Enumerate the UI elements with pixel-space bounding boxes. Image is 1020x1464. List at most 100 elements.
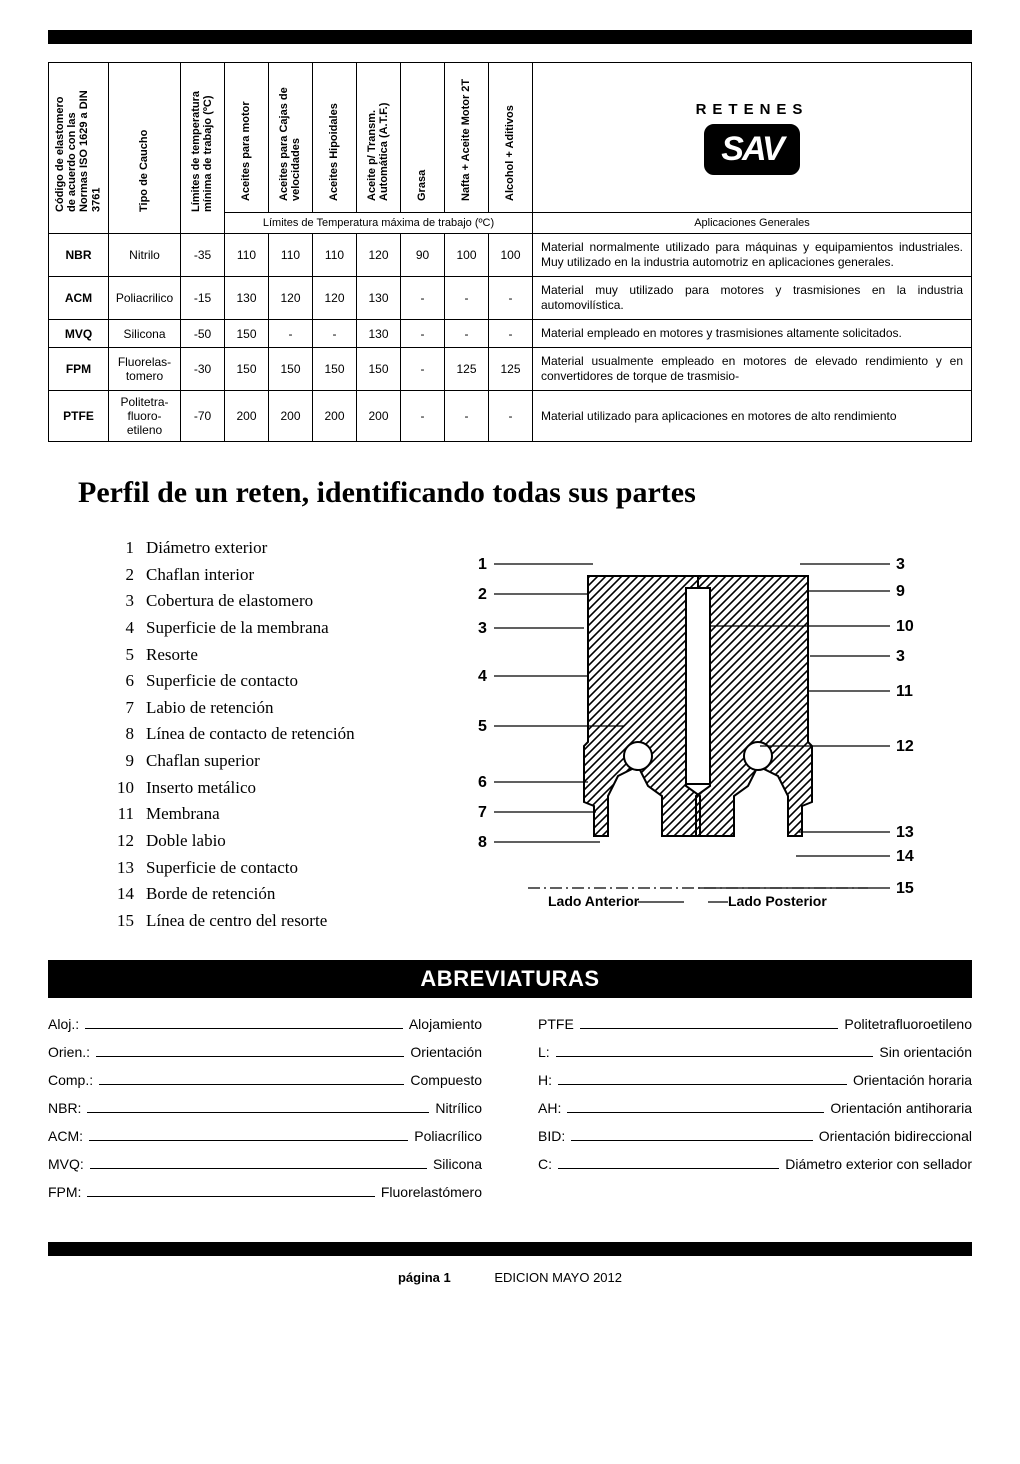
- diagram-num: 4: [478, 668, 487, 685]
- perfil-row: 1 Diámetro exterior 2Chaflan interior3Cobe…: [48, 536, 972, 936]
- perfil-item: 9Chaflan superior: [108, 749, 408, 774]
- cell-v3: 130: [357, 320, 401, 348]
- perfil-item: 5Resorte: [108, 643, 408, 668]
- abrev-line: [89, 1140, 408, 1141]
- perfil-text: Borde de retención: [146, 884, 275, 903]
- perfil-num: 2: [108, 563, 134, 588]
- abrev-row: PTFEPolitetrafluoroetileno: [538, 1016, 972, 1032]
- abrev-line: [96, 1056, 404, 1057]
- abrev-key: NBR:: [48, 1100, 81, 1116]
- cell-app: Material normalmente utilizado para máqu…: [533, 234, 972, 277]
- cell-v3: 150: [357, 348, 401, 391]
- footer: página 1 EDICION MAYO 2012: [48, 1270, 972, 1285]
- abrev-value: Diámetro exterior con sellador: [785, 1156, 972, 1172]
- brand-logo: SAV: [704, 124, 799, 175]
- abrev-value: Orientación: [410, 1044, 482, 1060]
- diagram-num: 3: [896, 648, 905, 665]
- abrev-key: MVQ:: [48, 1156, 84, 1172]
- perfil-text: Superficie de la membrana: [146, 618, 329, 637]
- perfil-item: 10Inserto metálico: [108, 776, 408, 801]
- diagram-num: 9: [896, 583, 905, 600]
- cell-v0: 130: [225, 277, 269, 320]
- cell-v5: -: [445, 391, 489, 442]
- perfil-item: 2Chaflan interior: [108, 563, 408, 588]
- perfil-item: 14 Borde de retención: [108, 882, 408, 907]
- perfil-text: Labio de retención: [146, 698, 273, 717]
- perfil-item: 3Cobertura de elastomero: [108, 589, 408, 614]
- perfil-num: 15: [108, 909, 134, 934]
- cell-v4: 90: [401, 234, 445, 277]
- abrev-key: Aloj.:: [48, 1016, 79, 1032]
- perfil-text: Resorte: [146, 645, 198, 664]
- abrev-row: C:Diámetro exterior con sellador: [538, 1156, 972, 1172]
- seal-diagram-svg: 12345678 391031112131415 Lado Anterior L…: [438, 536, 918, 926]
- cell-v2: 110: [313, 234, 357, 277]
- abrev-line: [85, 1028, 403, 1029]
- cell-v4: -: [401, 277, 445, 320]
- cell-min: -50: [181, 320, 225, 348]
- perfil-num: 6: [108, 669, 134, 694]
- cell-min: -30: [181, 348, 225, 391]
- cell-v6: -: [489, 277, 533, 320]
- diagram-num: 8: [478, 834, 487, 851]
- abrev-key: AH:: [538, 1100, 561, 1116]
- perfil-num: 3: [108, 589, 134, 614]
- cell-v2: 150: [313, 348, 357, 391]
- table-row: PTFEPolitetra-fluoro-etileno-70200200200…: [49, 391, 972, 442]
- cell-min: -70: [181, 391, 225, 442]
- abrev-row: H:Orientación horaria: [538, 1072, 972, 1088]
- abrev-key: FPM:: [48, 1184, 81, 1200]
- materials-table: Código de elastomero de acuerdo con las …: [48, 62, 972, 442]
- cell-v1: 120: [269, 277, 313, 320]
- cell-v5: 125: [445, 348, 489, 391]
- perfil-item: 4Superficie de la membrana: [108, 616, 408, 641]
- cell-v4: -: [401, 320, 445, 348]
- abrev-line: [571, 1140, 812, 1141]
- cell-v0: 150: [225, 348, 269, 391]
- perfil-text: Diámetro exterior: [146, 538, 267, 557]
- abrev-value: Orientación bidireccional: [819, 1128, 972, 1144]
- cell-v3: 130: [357, 277, 401, 320]
- abrev-value: Alojamiento: [409, 1016, 482, 1032]
- perfil-num: 14: [108, 882, 134, 907]
- perfil-num: 7: [108, 696, 134, 721]
- perfil-list: 1 Diámetro exterior 2Chaflan interior3Cobe…: [48, 536, 408, 936]
- cell-caucho: Poliacrilico: [109, 277, 181, 320]
- abrev-value: Orientación antihoraria: [830, 1100, 972, 1116]
- cell-v6: 125: [489, 348, 533, 391]
- abrev-row: BID:Orientación bidireccional: [538, 1128, 972, 1144]
- th-c6: Nafta + Aceite Motor 2T: [445, 63, 489, 213]
- abrev-line: [90, 1168, 427, 1169]
- th-c2: Aceites para Cajas de velocidades: [269, 63, 313, 213]
- table-row: FPMFluorelas-tomero-30150150150150-12512…: [49, 348, 972, 391]
- perfil-item: 11Membrana: [108, 802, 408, 827]
- abrev-columns: Aloj.:AlojamientoOrien.:OrientaciónComp.…: [48, 1016, 972, 1212]
- cell-v0: 110: [225, 234, 269, 277]
- perfil-title: Perfil de un reten, identificando todas …: [78, 476, 972, 510]
- perfil-item: 13Superficie de contacto: [108, 856, 408, 881]
- abrev-row: FPM:Fluorelastómero: [48, 1184, 482, 1200]
- abrev-value: Orientación horaria: [853, 1072, 972, 1088]
- lado-anterior: Lado Anterior: [548, 893, 640, 909]
- diagram-num: 2: [478, 586, 487, 603]
- cell-min: -15: [181, 277, 225, 320]
- perfil-item: 7 Labio de retención: [108, 696, 408, 721]
- lado-posterior: Lado Posterior: [728, 893, 827, 909]
- cell-app: Material utilizado para aplicaciones en …: [533, 391, 972, 442]
- perfil-num: 11: [108, 802, 134, 827]
- cell-v3: 120: [357, 234, 401, 277]
- abrev-row: L:Sin orientación: [538, 1044, 972, 1060]
- cell-v1: 110: [269, 234, 313, 277]
- cell-v6: 100: [489, 234, 533, 277]
- perfil-num: 1: [108, 536, 134, 561]
- cell-caucho: Politetra-fluoro-etileno: [109, 391, 181, 442]
- abrev-row: Orien.: Orientación: [48, 1044, 482, 1060]
- abrev-value: Poliacrílico: [414, 1128, 482, 1144]
- abrev-value: Silicona: [433, 1156, 482, 1172]
- cell-caucho: Nitrilo: [109, 234, 181, 277]
- abrev-line: [556, 1056, 874, 1057]
- abrev-key: Orien.:: [48, 1044, 90, 1060]
- abrev-line: [99, 1084, 404, 1085]
- abrev-value: Nitrílico: [435, 1100, 482, 1116]
- th-c5: Grasa: [401, 63, 445, 213]
